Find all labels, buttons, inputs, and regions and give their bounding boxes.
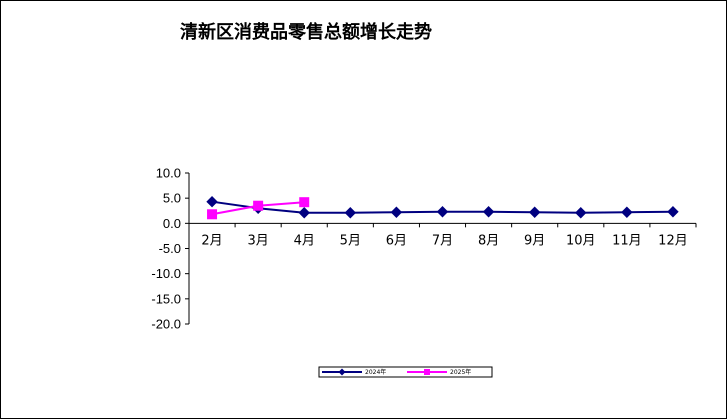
y-tick-label: -20.0 [151,317,181,332]
category-label: 12月 [658,233,688,248]
data-point [298,207,310,219]
series-1 [206,195,679,219]
chart-title: 清新区消费品零售总额增长走势 [180,21,432,43]
category-label: 9月 [524,233,545,248]
category-label: 5月 [340,233,361,248]
data-point [206,195,218,208]
data-point [482,206,495,218]
data-point [253,200,264,211]
data-point [207,209,218,220]
legend-label: 2025年 [450,368,471,376]
data-point [575,207,587,219]
y-tick-labels: 10.0 5.0 0.0 -5.0 -10.0 -15.0 -20.0 [151,166,181,332]
y-tick-label: 10.0 [156,166,181,181]
y-tick-label: -5.0 [159,241,181,256]
category-label: 8月 [478,233,499,248]
category-label: 10月 [566,233,596,248]
data-point [436,206,449,218]
y-tick-label: -10.0 [151,266,181,281]
y-tick-label: 5.0 [163,191,181,206]
data-point [344,207,357,219]
category-label: 2月 [201,233,222,248]
series-2 [207,197,310,220]
category-label: 4月 [294,233,315,248]
data-point [390,206,403,218]
legend-box [318,366,493,378]
y-tick-label: 0.0 [163,216,181,231]
y-tick-label: -15.0 [151,291,181,306]
series-group [206,195,679,220]
data-point [299,197,310,208]
data-point [667,206,679,218]
legend: 2024年 2025年 [318,366,493,378]
category-label: 7月 [432,233,453,248]
category-label: 3月 [247,233,268,248]
data-point [528,206,541,218]
legend-label: 2024年 [365,368,386,376]
category-label: 6月 [386,233,407,248]
legend-marker [338,368,346,376]
legend-marker [424,369,430,375]
data-point [621,206,633,218]
axes [185,172,697,325]
category-label: 11月 [612,233,642,248]
category-labels: 2月 3月 4月 5月 6月 7月 8月 9月 10月 11月 12月 [201,233,687,248]
